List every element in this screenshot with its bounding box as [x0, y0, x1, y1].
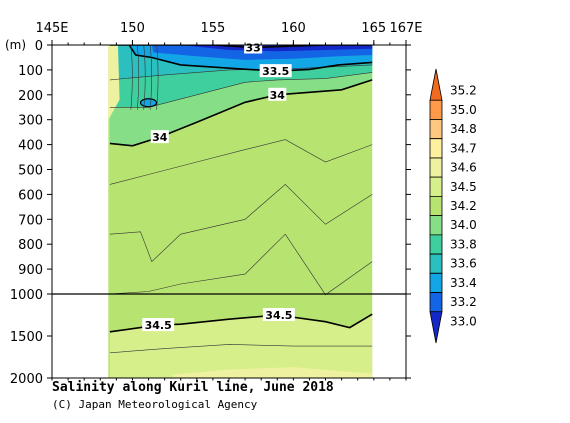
isoline-33.5: [128, 45, 373, 72]
colorbar-label: 33.2: [450, 295, 477, 309]
isoline-33: [109, 45, 373, 49]
contour-label-bg-2: [268, 87, 287, 101]
colorbar-label: 34.5: [450, 180, 477, 194]
isoline-thin-0: [109, 139, 373, 185]
contour-label: 33.5: [262, 65, 289, 78]
contour-label-bg-0: [244, 40, 263, 54]
isoline-column-1: [136, 45, 140, 110]
y-tick-label: 1500: [10, 330, 43, 345]
colorbar-swatch: [429, 157, 443, 178]
y-tick-label: 900: [18, 263, 43, 278]
colorbar-label: 34.6: [450, 161, 477, 175]
contour-label-bg-3: [150, 130, 169, 144]
y-tick-label: 600: [18, 188, 43, 203]
colorbar-swatch: [429, 195, 443, 217]
colorbar-swatch: [429, 138, 443, 159]
y-tick-label: 400: [18, 139, 43, 154]
y-tick-label: 700: [18, 213, 43, 228]
contour-label: 34.5: [265, 309, 292, 322]
x-tick-label: 160: [281, 21, 306, 36]
y-tick-label: 100: [18, 64, 43, 79]
contour-label: 34: [270, 89, 286, 102]
contour-label: 34.5: [145, 319, 172, 332]
contour-label: 34: [152, 131, 168, 144]
y-tick-label: 500: [18, 164, 43, 179]
contour-label: 33: [245, 41, 260, 54]
colorbar-label: 33.4: [450, 276, 477, 290]
y-axis: 0 100 200 300 400 500 600 700 800 900 1000 1500 2000: [10, 39, 411, 387]
colorbar-swatch: [429, 253, 443, 274]
colorbar-label: 34.7: [450, 141, 477, 155]
isoline-thin-1: [109, 183, 373, 263]
colorbar-swatch: [429, 99, 443, 120]
y-axis-unit: (m): [5, 38, 26, 52]
x-axis: 145E 150 155 160 165 167E: [35, 21, 423, 381]
colorbar-label: 34.2: [450, 199, 477, 213]
colorbar-swatch: [429, 215, 443, 236]
isoline-column-4: [156, 45, 159, 110]
x-tick-label: 150: [120, 21, 145, 36]
contour-label-bg-4: [262, 308, 295, 321]
salinity-fill-coastal-column: [108, 45, 120, 120]
colorbar-label: 33.6: [450, 257, 477, 271]
colorbar-swatch: [429, 292, 443, 313]
colorbar-label: 34.0: [450, 218, 477, 232]
colorbar-label: 33.0: [450, 314, 477, 328]
chart-caption-title: Salinity along Kuril line, June 2018: [52, 380, 334, 395]
colorbar-swatch: [429, 234, 443, 255]
isoline-eddy: [139, 98, 158, 108]
x-tick-label: 167E: [389, 21, 422, 36]
x-tick-label: 155: [200, 21, 225, 36]
isoline-column-0: [130, 45, 133, 110]
colorbar: 35.2 35.0 34.8 34.7 34.6 34.5 34.2 34.0 33.8 33.6…: [429, 68, 477, 344]
x-tick-label: 165: [361, 21, 386, 36]
y-tick-label: 300: [18, 114, 43, 129]
salinity-fill-bottom: [172, 367, 373, 378]
contour-label-bg-5: [142, 318, 175, 332]
isoline-thin-3: [109, 344, 373, 354]
y-tick-label: 1000: [10, 288, 43, 303]
colorbar-swatch: [429, 68, 443, 101]
colorbar-label: 34.8: [450, 122, 477, 136]
y-tick-label: 2000: [10, 372, 43, 387]
colorbar-swatch: [429, 311, 443, 344]
y-tick-label: 0: [35, 39, 43, 54]
contour-label-bg-1: [259, 64, 292, 78]
colorbar-label: 35.0: [450, 103, 477, 117]
colorbar-swatch: [429, 176, 443, 197]
colorbar-swatch: [429, 119, 443, 140]
colorbar-label: 33.8: [450, 237, 477, 251]
salinity-fill-deep: [109, 314, 373, 378]
isoline-thin-2: [109, 233, 373, 296]
isoline-34: [109, 79, 373, 147]
colorbar-swatch: [429, 272, 443, 293]
y-tick-label: 800: [18, 238, 43, 253]
y-tick-label: 200: [18, 89, 43, 104]
x-tick-label: 145E: [35, 21, 68, 36]
isoline-column-2: [143, 45, 146, 110]
colorbar-label: 35.2: [450, 84, 477, 98]
chart-caption-credit: (C) Japan Meteorological Agency: [52, 398, 258, 411]
isoline-column-3: [149, 45, 152, 110]
